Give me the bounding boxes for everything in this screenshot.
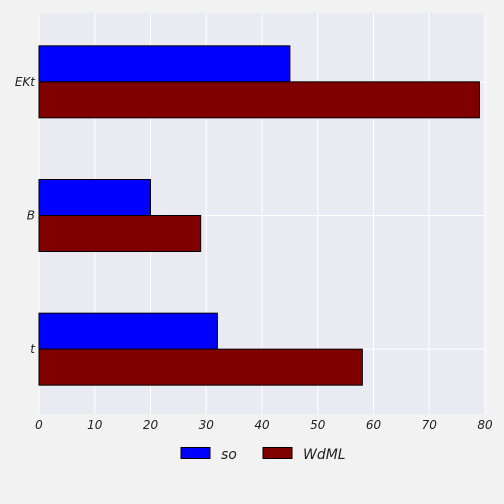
bar-WdML-B xyxy=(38,215,202,252)
bar-WdML-t xyxy=(38,348,363,386)
x-tick-label: 0 xyxy=(35,418,43,432)
x-tick-label: 20 xyxy=(143,418,159,432)
y-tick-label: B xyxy=(27,209,35,223)
y-tick-label: t xyxy=(30,342,36,356)
legend-label-WdML: WdML xyxy=(303,447,346,463)
y-tick-label: EKt xyxy=(15,75,36,89)
x-tick-label: 30 xyxy=(199,418,215,432)
x-tick-label: 60 xyxy=(366,418,382,432)
x-tick-label: 40 xyxy=(254,418,270,432)
legend-label-so: so xyxy=(221,447,237,463)
bar-so-B xyxy=(38,179,151,216)
bar-so-t xyxy=(38,312,218,350)
legend-swatch-so xyxy=(180,447,211,459)
y-tick-labels: EKt Bt xyxy=(15,75,36,356)
bar-WdML-EKt xyxy=(38,81,480,119)
bar-so-EKt xyxy=(38,45,291,83)
x-tick-label: 70 xyxy=(422,418,438,432)
x-tick-labels: 0 10 20 30 40 50 60 70 80 xyxy=(35,418,493,432)
legend: so WdML xyxy=(180,447,346,463)
x-tick-label: 80 xyxy=(477,418,493,432)
legend-swatch-WdML xyxy=(262,447,293,459)
x-tick-label: 50 xyxy=(310,418,326,432)
x-tick-label: 10 xyxy=(87,418,103,432)
bars xyxy=(38,45,480,386)
